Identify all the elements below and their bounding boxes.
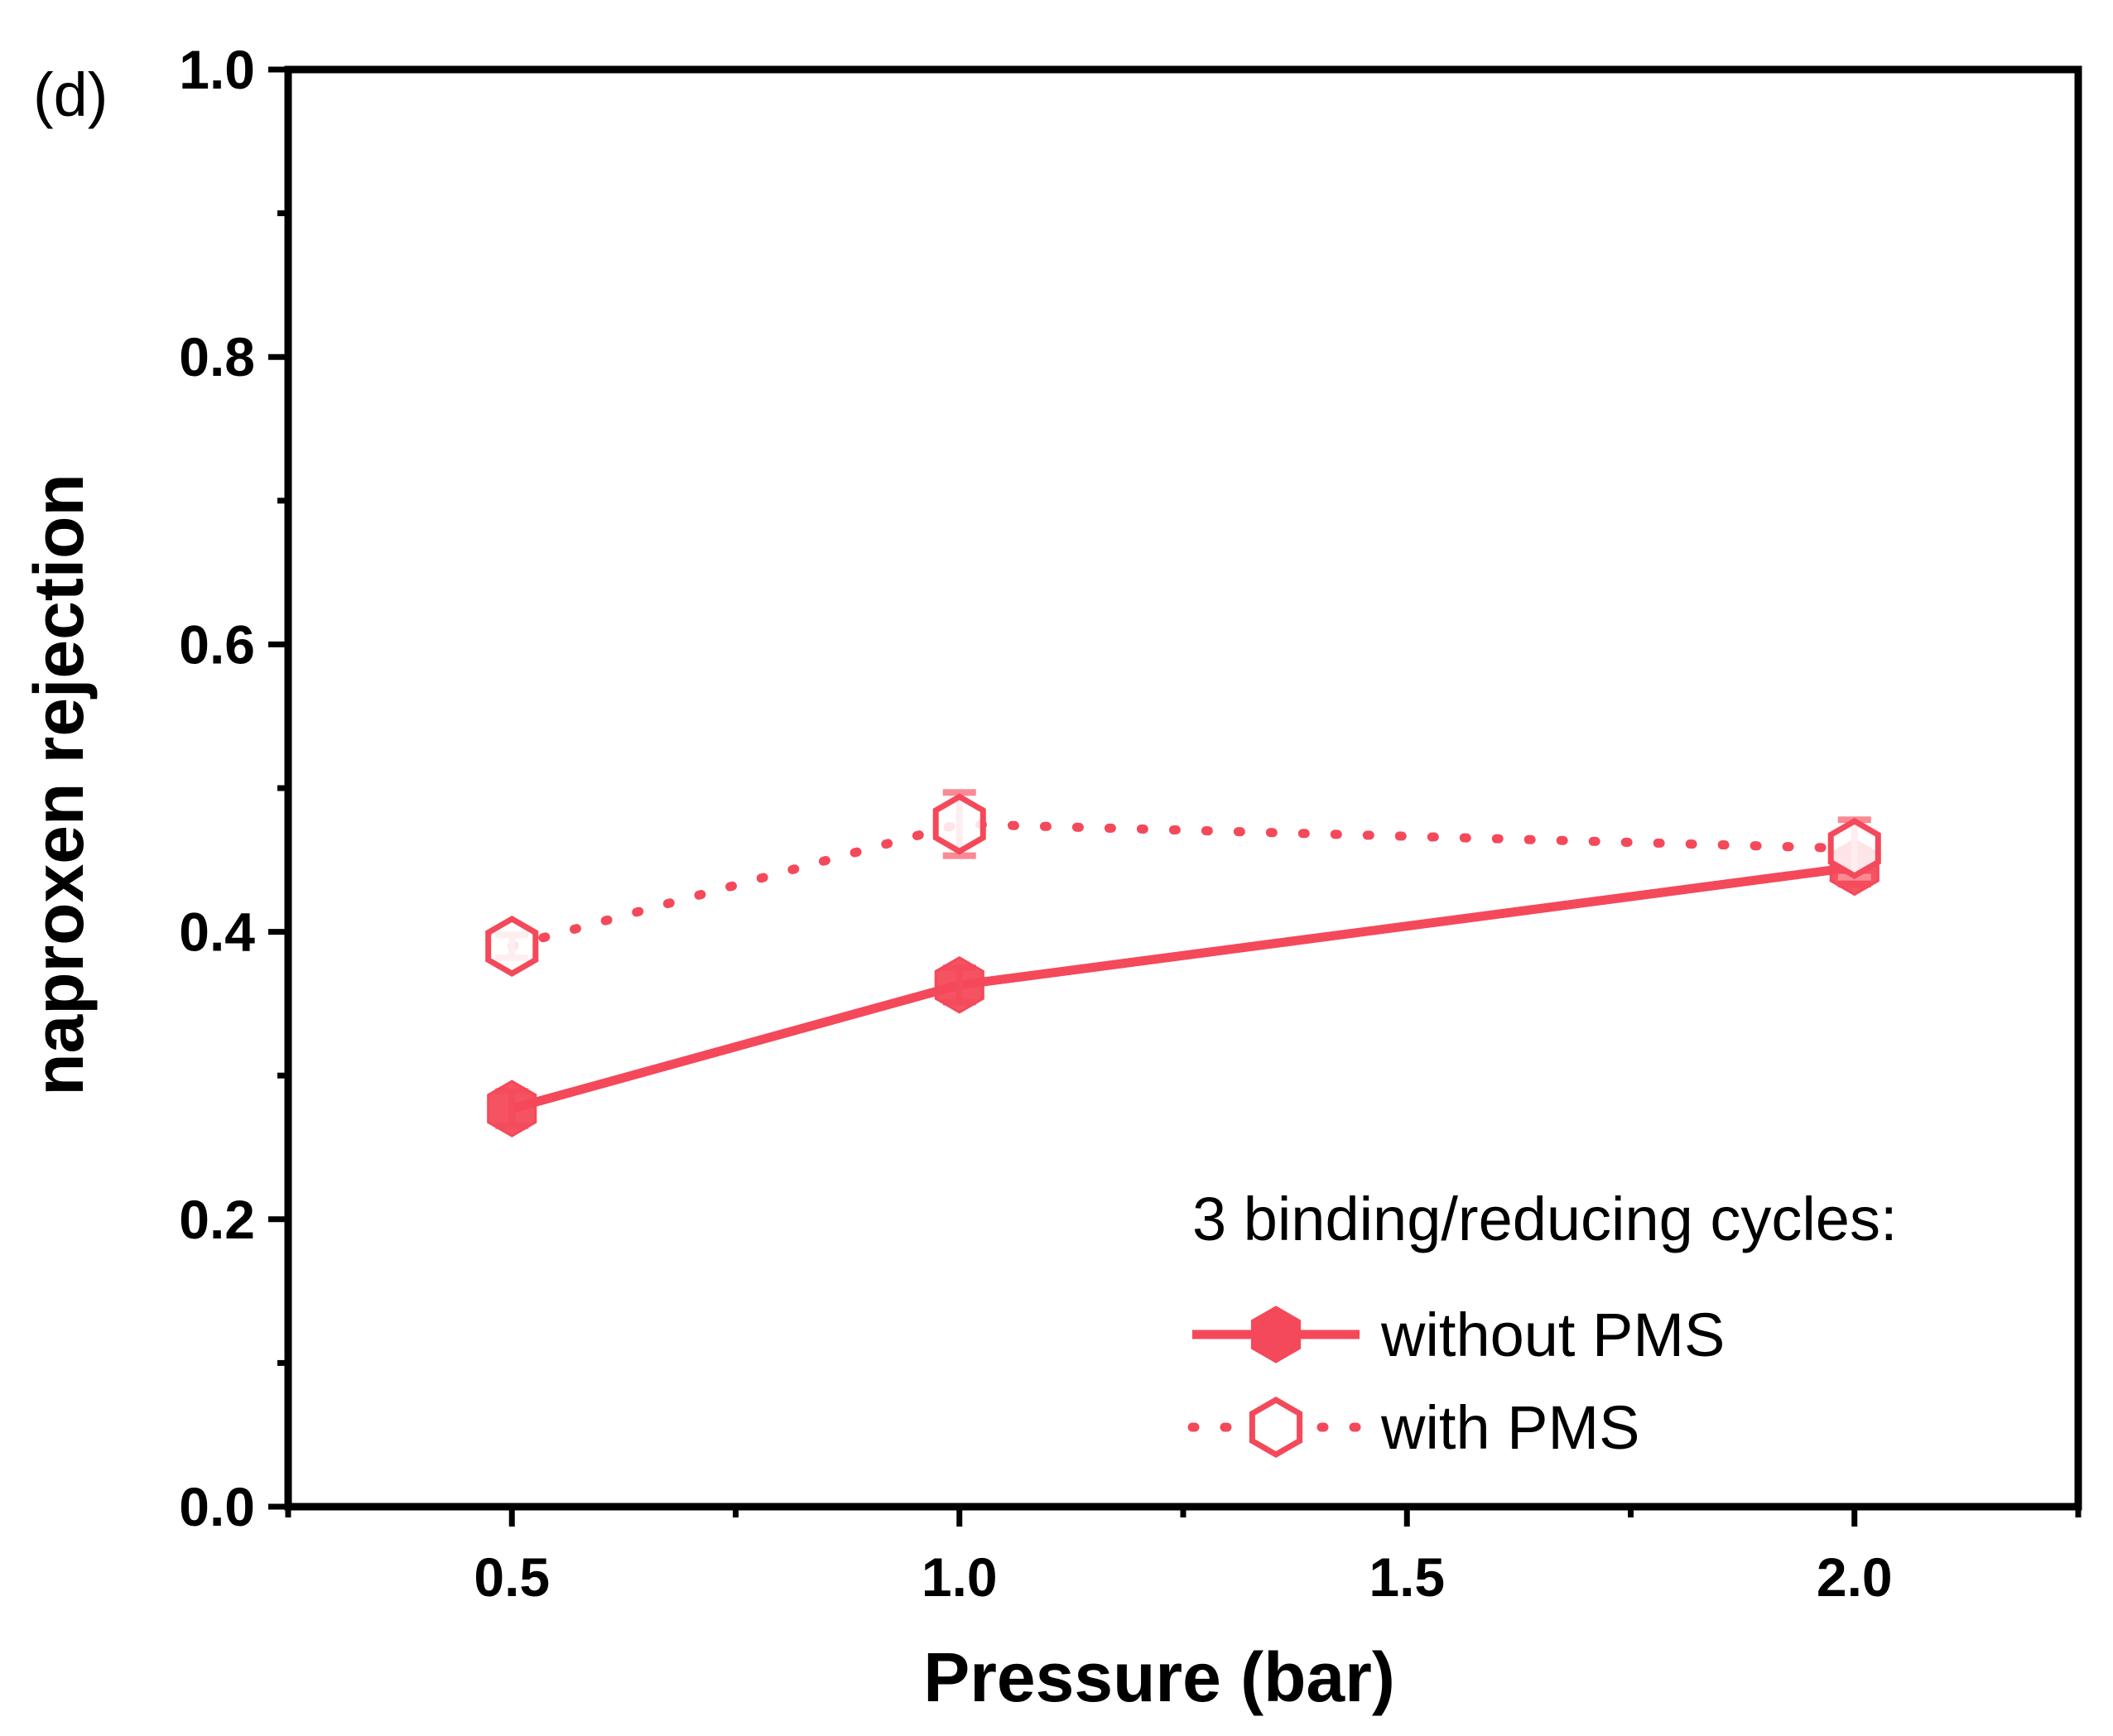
data-point-without-pms: [487, 1080, 537, 1137]
legend: 3 binding/reducing cycles: without PMS w…: [1187, 1185, 1898, 1462]
x-tick-label: 2.0: [1817, 1546, 1893, 1608]
legend-marker-sample: [1250, 1306, 1302, 1363]
x-tick-label: 1.5: [1369, 1546, 1445, 1608]
y-tick-label: 0.6: [179, 613, 255, 675]
legend-label-with-pms: with PMS: [1380, 1393, 1640, 1462]
series-without-pms: [487, 838, 1880, 1137]
plot-frame: [284, 65, 2082, 1511]
series-line-without-pms: [510, 863, 1855, 1113]
legend-label-without-pms: without PMS: [1380, 1301, 1725, 1369]
data-point-with-pms: [932, 793, 986, 855]
data-point-with-pms: [1827, 817, 1881, 879]
y-axis-title: naproxen rejection: [20, 474, 98, 1096]
y-tick-label: 0.8: [179, 326, 255, 387]
plot-area: [485, 789, 1881, 1137]
y-tick-label: 0.2: [179, 1189, 255, 1250]
panel-label: (d): [33, 60, 108, 129]
legend-entry-with-pms: with PMS: [1187, 1393, 1640, 1462]
data-point-with-pms: [485, 915, 539, 978]
legend-title: 3 binding/reducing cycles:: [1192, 1185, 1898, 1253]
series-with-pms: [485, 789, 1881, 978]
x-tick-label: 0.5: [474, 1546, 550, 1608]
legend-entry-without-pms: without PMS: [1192, 1301, 1725, 1369]
y-tick-label: 0.4: [179, 902, 255, 963]
x-tick-label: 1.0: [922, 1546, 998, 1608]
legend-marker-sample: [1249, 1396, 1303, 1459]
y-tick-label: 0.0: [179, 1476, 255, 1537]
y-tick-label: 1.0: [179, 39, 255, 100]
x-axis-title: Pressure (bar): [923, 1638, 1395, 1716]
series-line-with-pms: [507, 819, 1860, 951]
axes: 0.0 0.2 0.4 0.6 0.8 1.0 0.5 1.0 1.5 2.0: [179, 39, 2082, 1608]
data-point-without-pms: [934, 956, 984, 1014]
